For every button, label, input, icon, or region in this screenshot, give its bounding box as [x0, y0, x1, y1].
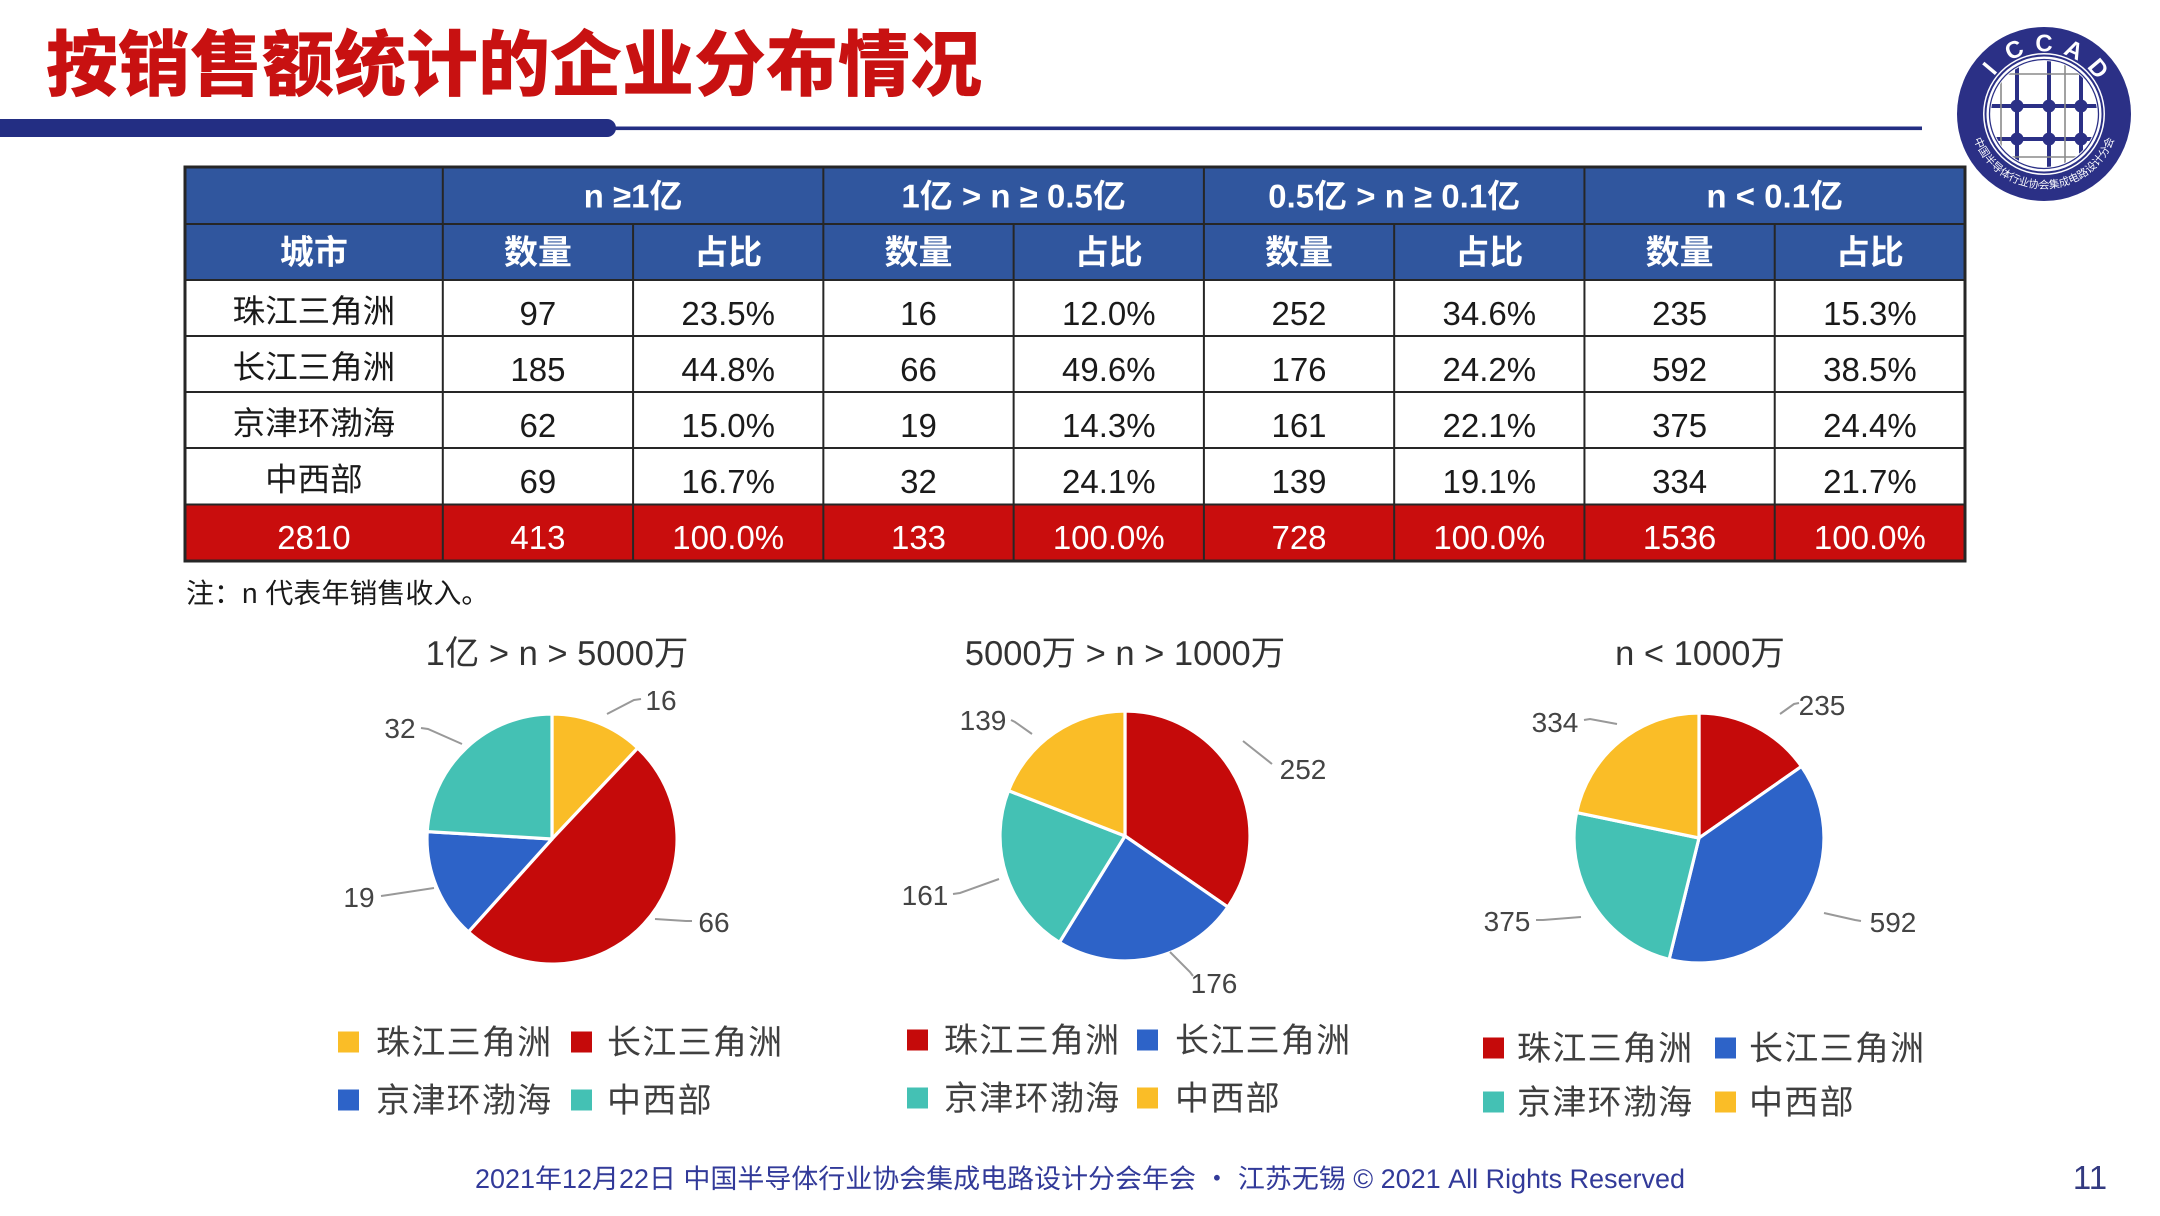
- svg-text:15.3%: 15.3%: [1823, 295, 1917, 332]
- svg-text:176: 176: [1191, 968, 1238, 999]
- svg-text:66: 66: [900, 351, 937, 388]
- svg-text:1536: 1536: [1643, 519, 1716, 556]
- svg-text:139: 139: [1271, 463, 1326, 500]
- svg-text:19: 19: [900, 407, 937, 444]
- svg-text:728: 728: [1271, 519, 1326, 556]
- svg-text:16: 16: [900, 295, 937, 332]
- svg-text:413: 413: [510, 519, 565, 556]
- svg-text:235: 235: [1799, 690, 1846, 721]
- svg-text:235: 235: [1652, 295, 1707, 332]
- svg-text:62: 62: [520, 407, 557, 444]
- svg-text:12.0%: 12.0%: [1062, 295, 1156, 332]
- svg-text:21.7%: 21.7%: [1823, 463, 1917, 500]
- svg-text:34.6%: 34.6%: [1443, 295, 1537, 332]
- svg-text:592: 592: [1870, 907, 1917, 938]
- svg-text:252: 252: [1280, 754, 1327, 785]
- svg-text:14.3%: 14.3%: [1062, 407, 1156, 444]
- svg-text:375: 375: [1652, 407, 1707, 444]
- svg-text:375: 375: [1484, 906, 1531, 937]
- svg-text:15.0%: 15.0%: [681, 407, 775, 444]
- svg-text:23.5%: 23.5%: [681, 295, 775, 332]
- svg-text:24.1%: 24.1%: [1062, 463, 1156, 500]
- svg-text:49.6%: 49.6%: [1062, 351, 1156, 388]
- svg-text:185: 185: [510, 351, 565, 388]
- svg-text:69: 69: [520, 463, 557, 500]
- svg-text:19: 19: [343, 882, 374, 913]
- svg-text:161: 161: [902, 880, 949, 911]
- svg-text:24.4%: 24.4%: [1823, 407, 1917, 444]
- svg-text:100.0%: 100.0%: [1053, 519, 1165, 556]
- svg-text:334: 334: [1652, 463, 1707, 500]
- svg-text:161: 161: [1271, 407, 1326, 444]
- svg-text:32: 32: [900, 463, 937, 500]
- svg-text:252: 252: [1271, 295, 1326, 332]
- svg-text:38.5%: 38.5%: [1823, 351, 1917, 388]
- svg-text:2810: 2810: [277, 519, 350, 556]
- svg-text:16: 16: [645, 685, 676, 716]
- svg-text:100.0%: 100.0%: [1433, 519, 1545, 556]
- svg-text:176: 176: [1271, 351, 1326, 388]
- svg-text:97: 97: [520, 295, 557, 332]
- svg-text:100.0%: 100.0%: [672, 519, 784, 556]
- svg-text:133: 133: [891, 519, 946, 556]
- svg-text:24.2%: 24.2%: [1443, 351, 1537, 388]
- svg-text:592: 592: [1652, 351, 1707, 388]
- svg-text:11: 11: [2073, 1159, 2107, 1196]
- svg-text:334: 334: [1532, 707, 1579, 738]
- svg-text:22.1%: 22.1%: [1443, 407, 1537, 444]
- svg-text:139: 139: [960, 705, 1007, 736]
- svg-text:66: 66: [698, 907, 729, 938]
- svg-text:16.7%: 16.7%: [681, 463, 775, 500]
- svg-text:44.8%: 44.8%: [681, 351, 775, 388]
- svg-text:32: 32: [384, 713, 415, 744]
- svg-text:19.1%: 19.1%: [1443, 463, 1537, 500]
- svg-text:100.0%: 100.0%: [1814, 519, 1926, 556]
